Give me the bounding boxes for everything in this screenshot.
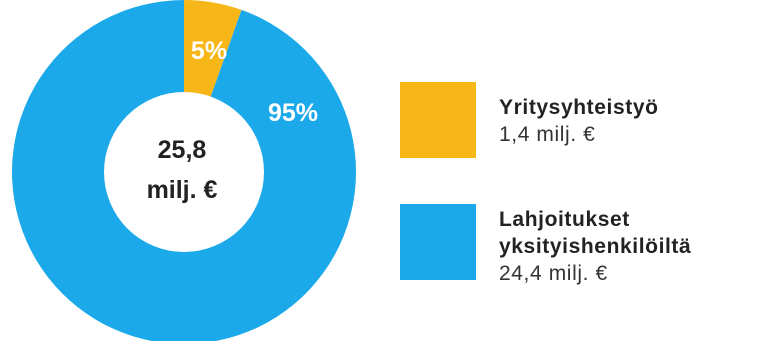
slice-label-private: 95% — [268, 99, 318, 127]
donut-chart: 5% 95% 25,8 milj. € — [12, 0, 356, 341]
slice-label-corporate: 5% — [191, 37, 227, 65]
legend-value-corporate: 1,4 milj. € — [499, 123, 596, 146]
legend: Yritysyhteistyö 1,4 milj. € Lahjoitukset… — [400, 0, 755, 341]
legend-item-private: Lahjoitukset yksityishenkilöiltä 24,4 mi… — [400, 204, 691, 287]
legend-value-private: 24,4 milj. € — [499, 262, 608, 285]
total-unit: milj. € — [147, 176, 218, 204]
legend-label-private: Lahjoitukset yksityishenkilöiltä — [499, 208, 692, 258]
legend-swatch-private — [400, 204, 476, 280]
legend-item-corporate: Yritysyhteistyö 1,4 milj. € — [400, 82, 659, 158]
donut-hole — [104, 92, 264, 252]
legend-label-corporate: Yritysyhteistyö — [499, 96, 659, 119]
total-value: 25,8 — [158, 136, 207, 164]
legend-swatch-corporate — [400, 82, 476, 158]
